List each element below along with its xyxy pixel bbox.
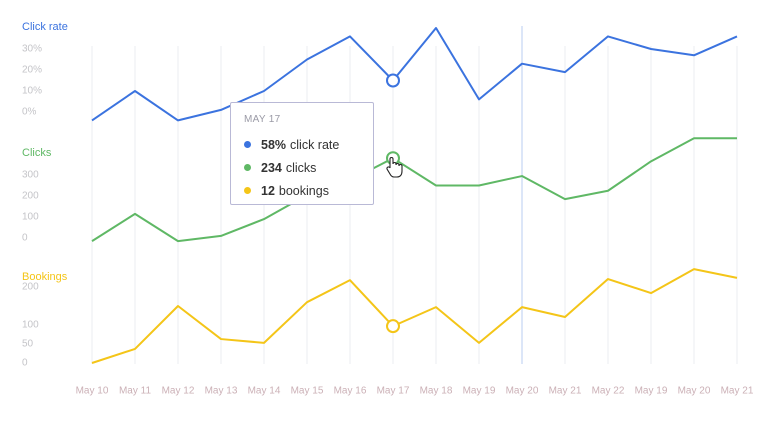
y-tick-label: 0 — [22, 358, 28, 369]
tooltip-title: MAY 17 — [244, 114, 281, 125]
tooltip-row: 58% click rate — [244, 133, 360, 156]
panel-title: Click rate — [22, 21, 68, 33]
hover-point — [386, 73, 400, 88]
x-tick-label: May 20 — [678, 386, 711, 397]
y-tick-label: 0 — [22, 233, 28, 244]
legend-dot — [244, 187, 251, 194]
hover-point — [386, 151, 400, 166]
x-tick-label: May 15 — [291, 386, 324, 397]
y-tick-label: 100 — [22, 320, 39, 331]
y-tick-label: 200 — [22, 282, 39, 293]
x-tick-label: May 12 — [162, 386, 195, 397]
y-tick-label: 100 — [22, 212, 39, 223]
y-tick-label: 200 — [22, 191, 39, 202]
legend-dot — [244, 141, 251, 148]
x-tick-label: May 20 — [506, 386, 539, 397]
legend-dot — [244, 164, 251, 171]
x-tick-label: May 14 — [248, 386, 281, 397]
tooltip-rows: 58% click rate 234 clicks 12 bookings — [244, 133, 360, 202]
x-tick-label: May 21 — [549, 386, 582, 397]
series-line — [91, 27, 738, 122]
tooltip-label: clicks — [285, 160, 317, 175]
tooltip-label: click rate — [290, 137, 340, 152]
y-tick-label: 50 — [22, 339, 34, 350]
series-line — [91, 268, 738, 364]
x-tick-label: May 10 — [76, 386, 109, 397]
y-tick-label: 300 — [22, 170, 39, 181]
y-tick-label: 0% — [22, 107, 37, 118]
panel-title: Clicks — [22, 147, 52, 159]
tooltip-value: 12 — [261, 183, 275, 198]
x-tick-label: May 22 — [592, 386, 625, 397]
y-tick-label: 20% — [22, 65, 42, 76]
tooltip-row: 12 bookings — [244, 179, 360, 202]
x-tick-label: May 21 — [721, 386, 754, 397]
panel-title: Bookings — [22, 271, 68, 283]
x-tick-label: May 17 — [377, 386, 410, 397]
y-tick-label: 30% — [22, 44, 42, 55]
series-line — [91, 137, 737, 243]
y-tick-label: 10% — [22, 86, 42, 97]
x-tick-label: May 19 — [635, 386, 668, 397]
tooltip: MAY 17 58% click rate 234 clicks 12 bookings — [230, 102, 374, 205]
hover-point — [386, 319, 400, 334]
x-tick-label: May 16 — [334, 386, 367, 397]
tooltip-label: bookings — [278, 183, 329, 198]
x-tick-label: May 19 — [463, 386, 496, 397]
x-tick-label: May 11 — [119, 386, 151, 397]
x-tick-label: May 18 — [420, 386, 453, 397]
tooltip-value: 58% — [261, 137, 287, 152]
x-tick-label: May 13 — [205, 386, 238, 397]
tooltip-row: 234 clicks — [244, 156, 360, 179]
tooltip-value: 234 — [261, 160, 282, 175]
